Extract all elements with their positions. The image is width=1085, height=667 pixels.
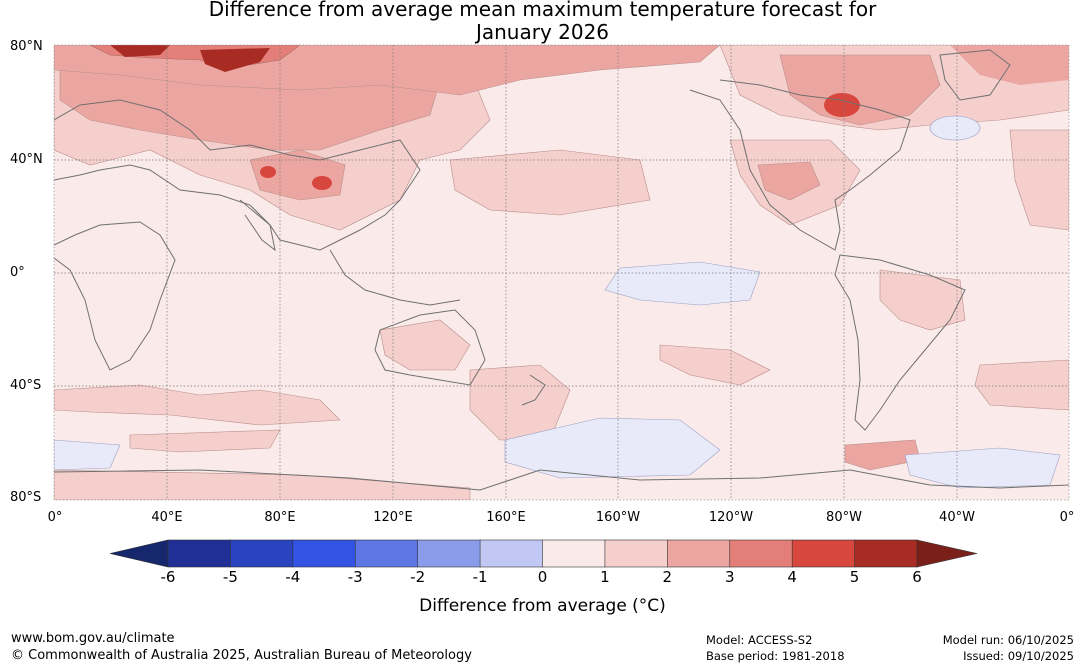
coastline-africa: [54, 221, 176, 371]
colorbar-tick-label: 2: [662, 568, 673, 586]
longitude-label: 40°W: [939, 510, 975, 525]
anomaly-region-southern-ocean-2: [129, 429, 281, 453]
latitude-label: 80°N: [10, 39, 43, 54]
map-frame: [53, 44, 1070, 501]
footer-copyright: © Commonwealth of Australia 2025, Austra…: [11, 648, 472, 663]
colorbar-under-arrow: [109, 539, 169, 568]
colorbar-segment: [292, 539, 357, 568]
longitude-label: 0°: [47, 510, 63, 525]
cool-region-southern-atlantic: [904, 447, 1061, 489]
footer-model: Model: ACCESS-S2: [706, 633, 813, 647]
colorbar-tick-label: -1: [472, 568, 488, 586]
colorbar: [109, 539, 978, 568]
longitude-label: 80°E: [264, 510, 296, 525]
footer-model-run: Model run: 06/10/2025: [942, 633, 1074, 647]
colorbar-tick-label: 5: [849, 568, 860, 586]
colorbar-segment: [667, 539, 731, 568]
anomaly-region-southern-ocean-3: [974, 359, 1069, 411]
longitude-label: 160°W: [595, 510, 641, 525]
anomaly-region-south-america: [879, 269, 966, 331]
colorbar-label: Difference from average (°C): [419, 596, 666, 616]
cool-region-north-atlantic: [929, 115, 981, 141]
anomaly-region-australia: [379, 319, 471, 371]
colorbar-tick-label: 4: [787, 568, 797, 586]
colorbar-tick-label: -6: [160, 568, 176, 586]
coastline-south-america: [834, 254, 966, 431]
coastline-europe-asia: [54, 99, 421, 251]
latitude-label: 40°S: [10, 378, 42, 393]
colorbar-tick-label: -2: [410, 568, 426, 586]
longitude-label: 0°: [1059, 510, 1075, 525]
colorbar-segment: [604, 539, 669, 568]
anomaly-region-central-pacific: [449, 149, 651, 216]
colorbar-tick-label: -5: [222, 568, 238, 586]
latitude-label: 0°: [10, 265, 25, 280]
footer-base-period: Base period: 1981-2018: [706, 649, 845, 663]
colorbar-segment: [729, 539, 793, 568]
colorbar-segment: [167, 539, 232, 568]
longitude-label: 80°W: [826, 510, 862, 525]
coastline-greenland: [939, 49, 1011, 101]
anomaly-region-southern-ocean-1: [54, 384, 341, 426]
chart-title-line1: Difference from average mean maximum tem…: [208, 0, 877, 21]
latitude-label: 40°N: [10, 152, 43, 167]
longitude-label: 160°E: [486, 510, 526, 525]
longitude-label: 40°E: [151, 510, 183, 525]
colorbar-segment: [354, 539, 419, 568]
cool-region-south-pacific: [504, 417, 721, 479]
colorbar-segment: [542, 539, 606, 568]
footer-url: www.bom.gov.au/climate: [11, 631, 175, 646]
footer-issued: Issued: 09/10/2025: [963, 649, 1074, 663]
colorbar-segment: [230, 539, 294, 568]
colorbar-over-arrow: [916, 539, 978, 568]
anomaly-spot-china: [312, 176, 332, 190]
anomaly-spot-hudson: [824, 93, 860, 117]
coastline-se-asia: [329, 249, 461, 306]
colorbar-tick-label: 6: [912, 568, 922, 586]
anomaly-region-us-south: [757, 161, 821, 201]
anomaly-region-arctic-hotspot: [200, 48, 270, 72]
anomaly-region-atlantic: [1009, 129, 1069, 231]
colorbar-segment: [479, 539, 544, 568]
chart-title-line2: January 2026: [475, 20, 610, 44]
anomaly-region-south-pacific-2: [659, 344, 771, 386]
anomaly-region-canada-warm: [779, 54, 941, 126]
coastline-india: [239, 199, 276, 252]
anomaly-region-arctic-hotspot-2: [110, 45, 170, 57]
coastline-australia: [374, 309, 486, 386]
anomaly-region-drake: [844, 439, 921, 471]
anomaly-spot-tibet: [260, 166, 276, 178]
cool-region-southern-indian: [54, 439, 121, 471]
coastline-antarctica: [54, 469, 1069, 491]
colorbar-tick-label: -4: [285, 568, 301, 586]
colorbar-tick-label: 3: [724, 568, 735, 586]
colorbar-tick-label: 1: [600, 568, 610, 586]
colorbar-tick-label: -3: [347, 568, 363, 586]
colorbar-tick-label: 0: [537, 568, 548, 586]
anomaly-region-antarctic: [54, 469, 471, 500]
cool-region-equatorial-pacific: [604, 261, 761, 306]
longitude-label: 120°E: [373, 510, 413, 525]
coastline-north-america: [689, 79, 911, 251]
latitude-label: 80°S: [10, 490, 42, 505]
coastline-new-zealand: [521, 374, 546, 406]
longitude-label: 120°W: [708, 510, 754, 525]
colorbar-segment: [417, 539, 481, 568]
colorbar-segment: [854, 539, 918, 568]
colorbar-segment: [791, 539, 856, 568]
